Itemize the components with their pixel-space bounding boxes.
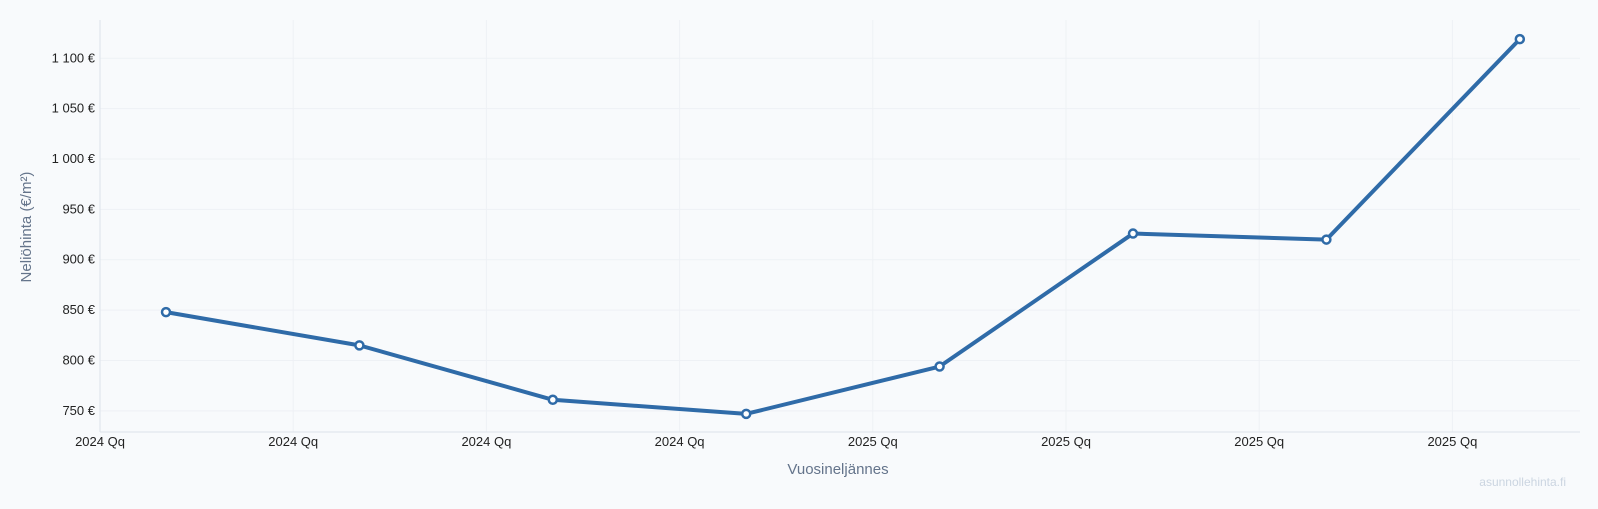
data-point[interactable] <box>354 340 365 351</box>
data-point[interactable] <box>1127 228 1139 239</box>
series-line <box>164 37 1522 416</box>
data-point[interactable] <box>1514 33 1526 45</box>
series <box>160 33 1526 420</box>
data-point[interactable] <box>547 394 559 406</box>
data-point[interactable] <box>934 361 945 372</box>
grid <box>99 20 1580 432</box>
x-tick-label: 2025 Qq <box>1041 434 1091 449</box>
watermark: asunnollehinta.fi <box>1479 475 1566 489</box>
data-point[interactable] <box>740 408 752 420</box>
y-tick-label: 900 € <box>62 252 95 267</box>
data-point[interactable] <box>1321 234 1332 245</box>
x-axis-ticks: 2024 Qq 2024 Qq 2024 Qq 2024 Qq 2025 Qq 2025 … <box>75 434 1477 449</box>
x-axis-title: Vuosineljännes <box>787 461 888 478</box>
y-tick-label: 1 100 € <box>52 50 96 65</box>
x-tick-label: 2024 Qq <box>655 434 705 449</box>
axes <box>99 20 1580 433</box>
y-tick-label: 1 050 € <box>52 101 96 116</box>
x-tick-label: 2024 Qq <box>461 434 511 449</box>
y-axis-ticks: 750 € 800 € 850 € 900 € 950 € 1 000 € 1 050 € 1… <box>52 50 96 418</box>
y-tick-label: 850 € <box>62 302 95 317</box>
y-tick-label: 800 € <box>62 352 95 367</box>
x-tick-label: 2025 Qq <box>848 434 898 449</box>
y-tick-label: 1 000 € <box>52 151 96 166</box>
x-tick-label: 2025 Qq <box>1234 434 1284 449</box>
y-axis-title: Neliöhinta (€/m²) <box>18 172 35 283</box>
data-point[interactable] <box>160 306 172 318</box>
x-tick-label: 2024 Qq <box>75 434 125 449</box>
y-tick-label: 750 € <box>62 403 95 418</box>
x-tick-label: 2025 Qq <box>1427 434 1477 449</box>
y-tick-label: 950 € <box>62 201 95 216</box>
x-tick-label: 2024 Qq <box>268 434 318 449</box>
